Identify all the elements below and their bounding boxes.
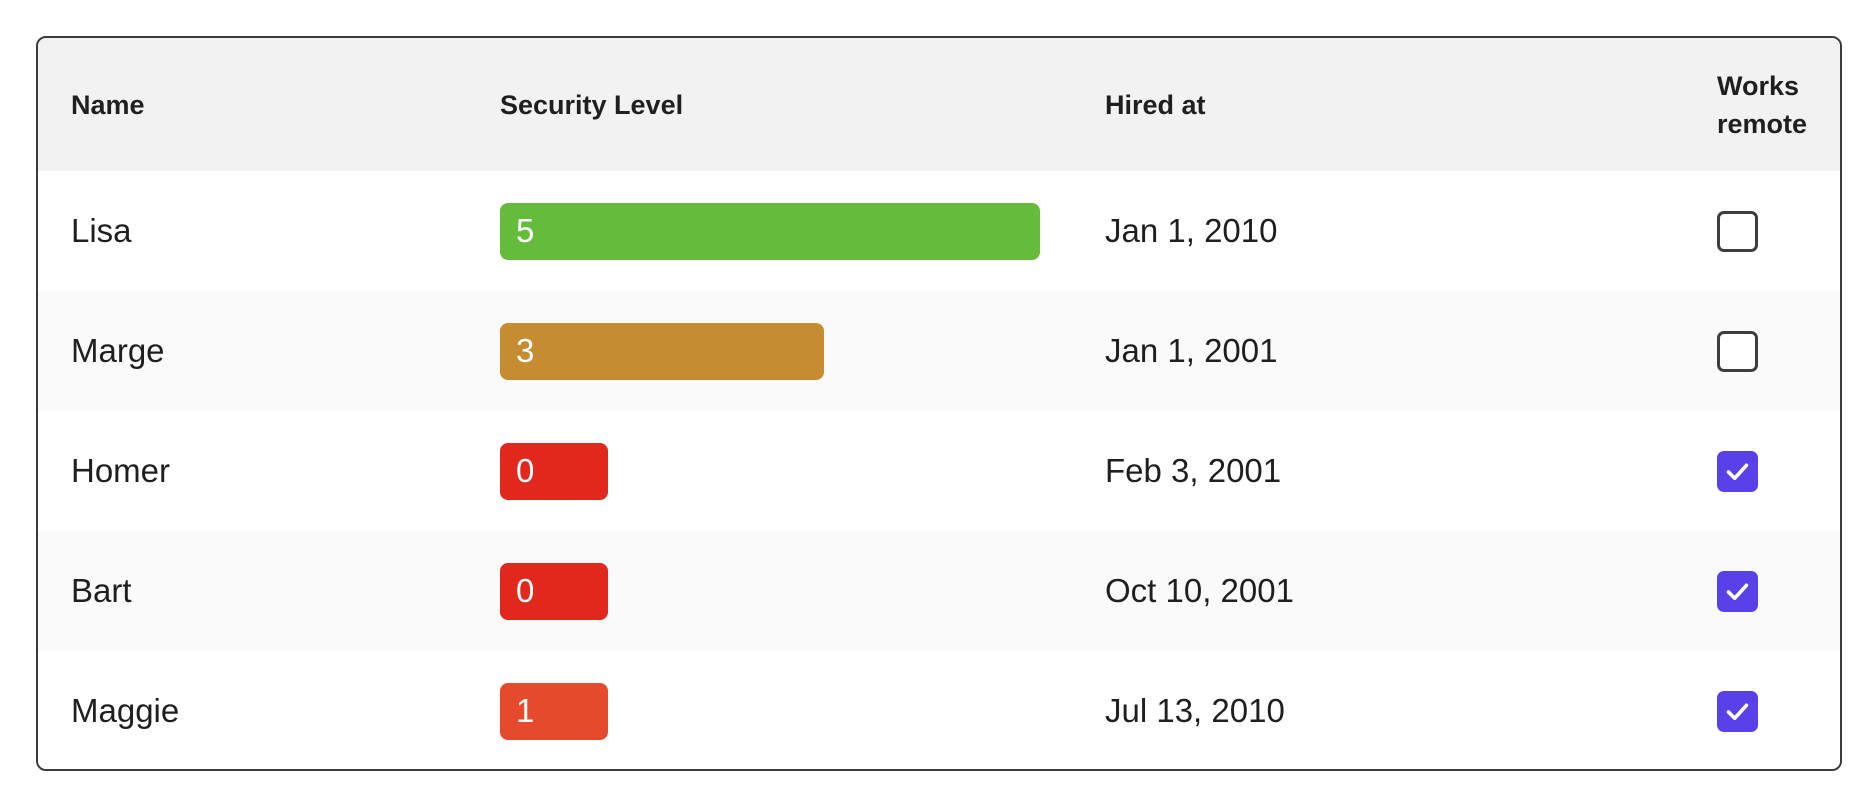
name-cell: Homer	[71, 452, 171, 489]
works-remote-cell	[1717, 330, 1840, 372]
table-header-row: Name Security Level Hired at Works remot…	[38, 38, 1840, 171]
table-row: Maggie 1 Jul 13, 2010	[38, 651, 1840, 769]
table-row: Lisa 5 Jan 1, 2010	[38, 171, 1840, 291]
security-level-bar: 1	[500, 682, 608, 740]
column-header-hired-at: Hired at	[1105, 89, 1206, 120]
works-remote-checkbox[interactable]	[1717, 330, 1758, 372]
hired-at-cell: Jan 1, 2001	[1105, 332, 1278, 369]
hired-at-cell: Jul 13, 2010	[1105, 692, 1285, 729]
security-level-cell: 1	[500, 682, 1105, 740]
table-row: Bart 0 Oct 10, 2001	[38, 531, 1840, 651]
security-level-cell: 5	[500, 202, 1105, 260]
table-row: Marge 3 Jan 1, 2001	[38, 291, 1840, 411]
name-cell: Marge	[71, 332, 165, 369]
column-header-security-level: Security Level	[500, 89, 684, 120]
name-cell: Bart	[71, 572, 132, 609]
works-remote-cell	[1717, 210, 1840, 252]
works-remote-cell	[1717, 570, 1840, 612]
column-header-name: Name	[71, 89, 145, 120]
checkmark-icon	[1726, 703, 1749, 720]
security-level-cell: 0	[500, 562, 1105, 620]
works-remote-checkbox[interactable]	[1717, 570, 1758, 612]
column-header-works-remote: Works remote	[1717, 67, 1840, 143]
name-cell: Maggie	[71, 692, 180, 729]
works-remote-checkbox[interactable]	[1717, 450, 1758, 492]
security-level-bar: 3	[500, 322, 824, 380]
hired-at-cell: Feb 3, 2001	[1105, 452, 1282, 489]
employees-table: Name Security Level Hired at Works remot…	[36, 36, 1842, 771]
security-level-cell: 3	[500, 322, 1105, 380]
security-level-bar: 0	[500, 442, 608, 500]
name-cell: Lisa	[71, 212, 132, 249]
hired-at-cell: Jan 1, 2010	[1105, 212, 1278, 249]
hired-at-cell: Oct 10, 2001	[1105, 572, 1294, 609]
works-remote-cell	[1717, 690, 1840, 732]
works-remote-checkbox[interactable]	[1717, 690, 1758, 732]
security-level-cell: 0	[500, 442, 1105, 500]
table-body: Lisa 5 Jan 1, 2010 Marge 3 Jan 1, 2001 Homer 0 F…	[38, 171, 1840, 769]
security-level-bar: 5	[500, 202, 1040, 260]
checkmark-icon	[1726, 463, 1749, 480]
works-remote-checkbox[interactable]	[1717, 210, 1758, 252]
security-level-bar: 0	[500, 562, 608, 620]
table-row: Homer 0 Feb 3, 2001	[38, 411, 1840, 531]
works-remote-cell	[1717, 450, 1840, 492]
checkmark-icon	[1726, 583, 1749, 600]
column-header-works-remote-label: Works remote	[1717, 70, 1808, 139]
